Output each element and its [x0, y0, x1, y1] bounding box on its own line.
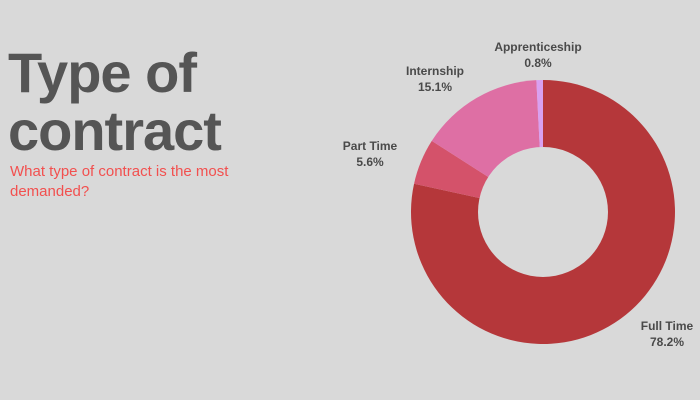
- slice-label-internship: Internship: [406, 64, 464, 78]
- page-title-line-2: contract: [8, 99, 222, 162]
- page-subtitle: What type of contract is the most demand…: [10, 163, 229, 200]
- donut-hole: [478, 147, 608, 277]
- page-title: Type of contract: [8, 44, 308, 160]
- slice-label-apprenticeship: Apprenticeship: [494, 40, 581, 54]
- slice-label-part-time: Part Time: [343, 139, 398, 153]
- slice-value-full-time: 78.2%: [650, 335, 684, 349]
- slice-value-part-time: 5.6%: [356, 155, 384, 169]
- slice-value-internship: 15.1%: [418, 80, 452, 94]
- slice-labels: Full Time 78.2% Part Time 5.6% Internship 15.…: [343, 40, 694, 349]
- slice-value-apprenticeship: 0.8%: [524, 56, 552, 70]
- page-title-line-1: Type of: [8, 41, 197, 104]
- slice-label-full-time: Full Time: [641, 319, 694, 333]
